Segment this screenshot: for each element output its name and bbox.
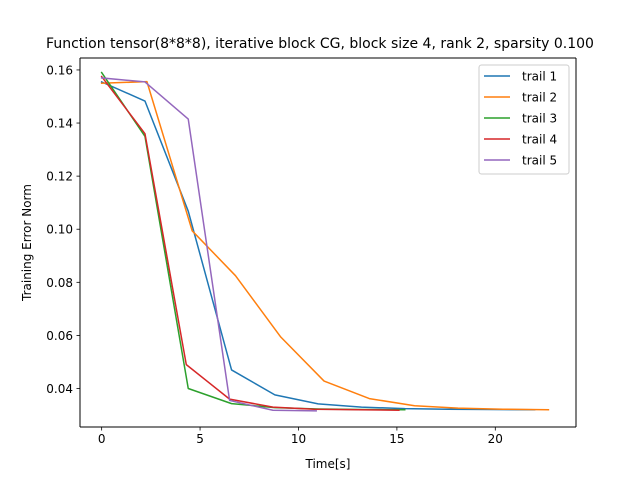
x-tick-label: 10	[291, 432, 306, 446]
legend: trail 1 trail 2 trail 3 trail 4 trail 5	[478, 64, 570, 175]
x-ticks: 0 5 10 15 20	[98, 427, 503, 446]
series-line-2	[100, 80, 550, 411]
legend-label-3: trail 3	[522, 112, 557, 126]
series-line-5	[100, 77, 317, 412]
y-tick-label: 0.06	[46, 329, 73, 343]
y-ticks: 0.04 0.06 0.08 0.10 0.12 0.14 0.16	[46, 63, 80, 396]
series-layer	[100, 71, 550, 412]
x-tick-label: 20	[488, 432, 503, 446]
x-axis-label: Time[s]	[305, 457, 351, 471]
y-tick-label: 0.10	[46, 223, 73, 237]
axes-frame	[79, 57, 577, 428]
chart-title: Function tensor(8*8*8), iterative block …	[46, 36, 594, 52]
legend-label-1: trail 1	[522, 70, 557, 84]
series-line-4	[100, 75, 400, 412]
y-tick-label: 0.16	[46, 63, 73, 77]
x-tick-label: 15	[389, 432, 404, 446]
y-tick-label: 0.14	[46, 117, 73, 131]
y-tick-label: 0.08	[46, 276, 73, 290]
x-tick-label: 5	[196, 432, 204, 446]
y-tick-label: 0.04	[46, 382, 73, 396]
y-axis-label: Training Error Norm	[20, 184, 34, 302]
legend-label-2: trail 2	[522, 91, 557, 105]
x-tick-label: 0	[98, 432, 106, 446]
legend-label-4: trail 4	[522, 133, 557, 147]
y-tick-label: 0.12	[46, 170, 73, 184]
legend-label-5: trail 5	[522, 154, 557, 168]
legend-box	[478, 64, 570, 175]
series-line-1	[100, 80, 536, 411]
